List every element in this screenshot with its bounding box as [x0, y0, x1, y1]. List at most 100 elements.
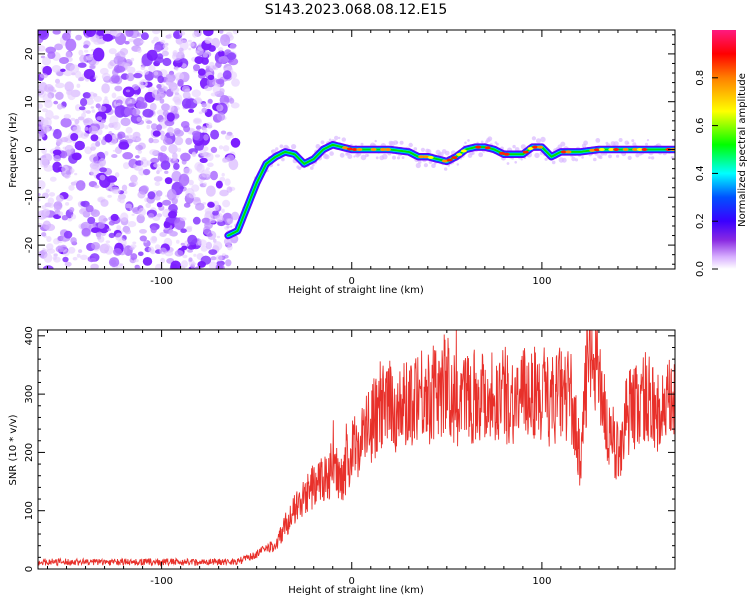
ridge-hotspot: [370, 148, 377, 151]
ridge-halo-speckle: [571, 156, 576, 162]
noise-speckle: [84, 30, 97, 37]
ridge-halo-speckle: [670, 156, 674, 159]
noise-speckle: [159, 232, 167, 237]
noise-speckle: [62, 32, 71, 41]
ridge-halo-speckle: [230, 225, 233, 228]
noise-speckle: [142, 257, 153, 266]
noise-speckle: [96, 236, 102, 240]
noise-speckle: [140, 40, 145, 44]
noise-speckle: [154, 181, 161, 186]
noise-speckle: [135, 101, 146, 110]
noise-speckle: [215, 263, 225, 269]
noise-speckle: [216, 215, 224, 223]
noise-speckle: [130, 253, 138, 261]
ridge-hotspot: [641, 148, 648, 151]
spectrogram-ytick-label: 10: [24, 95, 35, 108]
noise-speckle: [143, 69, 149, 75]
noise-speckle: [59, 57, 69, 64]
noise-speckle: [203, 134, 209, 141]
noise-speckle: [78, 106, 86, 111]
noise-speckle: [151, 89, 161, 99]
noise-speckle: [215, 254, 223, 262]
noise-speckle: [108, 48, 117, 55]
noise-speckle: [52, 115, 60, 120]
noise-speckle: [60, 137, 69, 143]
colorbar-tick-label: 0.8: [695, 70, 706, 86]
noise-speckle: [229, 43, 237, 50]
noise-speckle: [148, 65, 156, 72]
noise-speckle: [52, 149, 62, 156]
noise-speckle: [84, 49, 89, 53]
noise-speckle: [164, 170, 169, 174]
ridge-halo-speckle: [277, 163, 280, 167]
noise-speckle: [156, 202, 163, 208]
ridge-hotspot: [456, 153, 463, 156]
noise-speckle: [197, 261, 206, 268]
ridge-halo-speckle: [496, 142, 499, 146]
noise-speckle: [201, 107, 208, 113]
colorbar-tick-label: 0.4: [695, 165, 706, 181]
noise-speckle: [52, 30, 61, 35]
ridge-halo-speckle: [392, 155, 396, 160]
noise-speckle: [187, 249, 194, 253]
noise-speckle: [38, 266, 41, 269]
noise-speckle: [167, 128, 175, 134]
noise-speckle: [85, 110, 91, 114]
noise-speckle: [55, 91, 64, 100]
noise-speckle: [231, 211, 240, 221]
noise-speckle: [193, 98, 203, 104]
noise-speckle: [38, 30, 49, 40]
noise-speckle: [84, 126, 89, 131]
ridge-halo-speckle: [401, 156, 405, 160]
ridge-halo-speckle: [415, 162, 421, 169]
ridge-halo-speckle: [438, 151, 444, 157]
noise-speckle: [147, 191, 156, 200]
noise-speckle: [64, 144, 74, 154]
noise-speckle: [216, 83, 221, 88]
noise-speckle: [75, 104, 81, 112]
noise-speckle: [123, 107, 133, 116]
noise-speckle: [41, 108, 48, 113]
noise-speckle: [118, 141, 130, 150]
noise-speckle: [63, 230, 73, 239]
noise-speckle: [222, 158, 228, 163]
noise-speckle: [203, 226, 211, 235]
noise-speckle: [194, 162, 203, 171]
ridge-hotspot: [484, 146, 491, 150]
noise-speckle: [192, 130, 201, 137]
noise-speckle: [90, 106, 95, 109]
noise-speckle: [140, 185, 149, 193]
noise-speckle: [164, 177, 173, 185]
noise-speckle: [124, 203, 133, 209]
noise-speckle: [98, 215, 107, 224]
noise-speckle: [230, 102, 240, 109]
noise-speckle: [135, 266, 141, 269]
noise-speckle: [90, 257, 97, 262]
ridge-hotspot: [560, 150, 567, 154]
noise-speckle: [90, 165, 100, 177]
ridge-halo-speckle: [226, 225, 230, 229]
noise-speckle: [90, 142, 97, 151]
noise-speckle: [140, 65, 146, 71]
noise-speckle: [43, 117, 52, 128]
noise-speckle: [41, 147, 47, 154]
ridge-halo-speckle: [320, 140, 325, 145]
ridge-halo-speckle: [399, 140, 404, 145]
noise-speckle: [188, 108, 195, 113]
noise-speckle: [138, 207, 146, 217]
noise-speckle: [108, 232, 116, 239]
noise-speckle: [55, 82, 65, 89]
noise-speckle: [156, 124, 163, 131]
noise-speckle: [209, 261, 217, 269]
noise-speckle: [43, 208, 51, 216]
noise-speckle: [46, 236, 52, 242]
noise-speckle: [216, 235, 221, 239]
noise-speckle: [90, 263, 99, 269]
ridge-hotspot: [475, 145, 482, 149]
noise-speckle: [44, 221, 49, 226]
noise-speckle: [170, 260, 181, 269]
colorbar-tick-label: 0.6: [695, 118, 706, 134]
ridge-hotspot: [356, 148, 363, 151]
noise-speckle: [179, 31, 186, 36]
